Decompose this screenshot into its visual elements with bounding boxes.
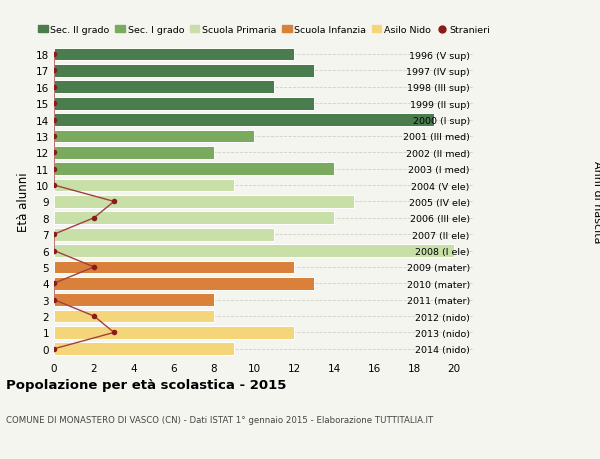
Bar <box>54 65 314 78</box>
Bar <box>54 343 234 355</box>
Bar <box>54 179 234 192</box>
Bar <box>54 163 334 176</box>
Bar <box>54 114 434 127</box>
Text: Anni di nascita: Anni di nascita <box>592 161 600 243</box>
Bar <box>54 245 454 257</box>
Bar <box>54 146 214 159</box>
Bar <box>54 49 294 61</box>
Bar <box>54 261 294 274</box>
Bar <box>54 310 214 323</box>
Y-axis label: Età alunni: Età alunni <box>17 172 31 232</box>
Bar <box>54 228 274 241</box>
Text: Popolazione per età scolastica - 2015: Popolazione per età scolastica - 2015 <box>6 379 286 392</box>
Bar <box>54 98 314 110</box>
Bar <box>54 196 354 208</box>
Bar <box>54 294 214 306</box>
Bar <box>54 130 254 143</box>
Bar <box>54 81 274 94</box>
Bar <box>54 277 314 290</box>
Bar <box>54 212 334 224</box>
Text: COMUNE DI MONASTERO DI VASCO (CN) - Dati ISTAT 1° gennaio 2015 - Elaborazione TU: COMUNE DI MONASTERO DI VASCO (CN) - Dati… <box>6 415 433 425</box>
Legend: Sec. II grado, Sec. I grado, Scuola Primaria, Scuola Infanzia, Asilo Nido, Stran: Sec. II grado, Sec. I grado, Scuola Prim… <box>38 26 490 35</box>
Bar <box>54 326 294 339</box>
